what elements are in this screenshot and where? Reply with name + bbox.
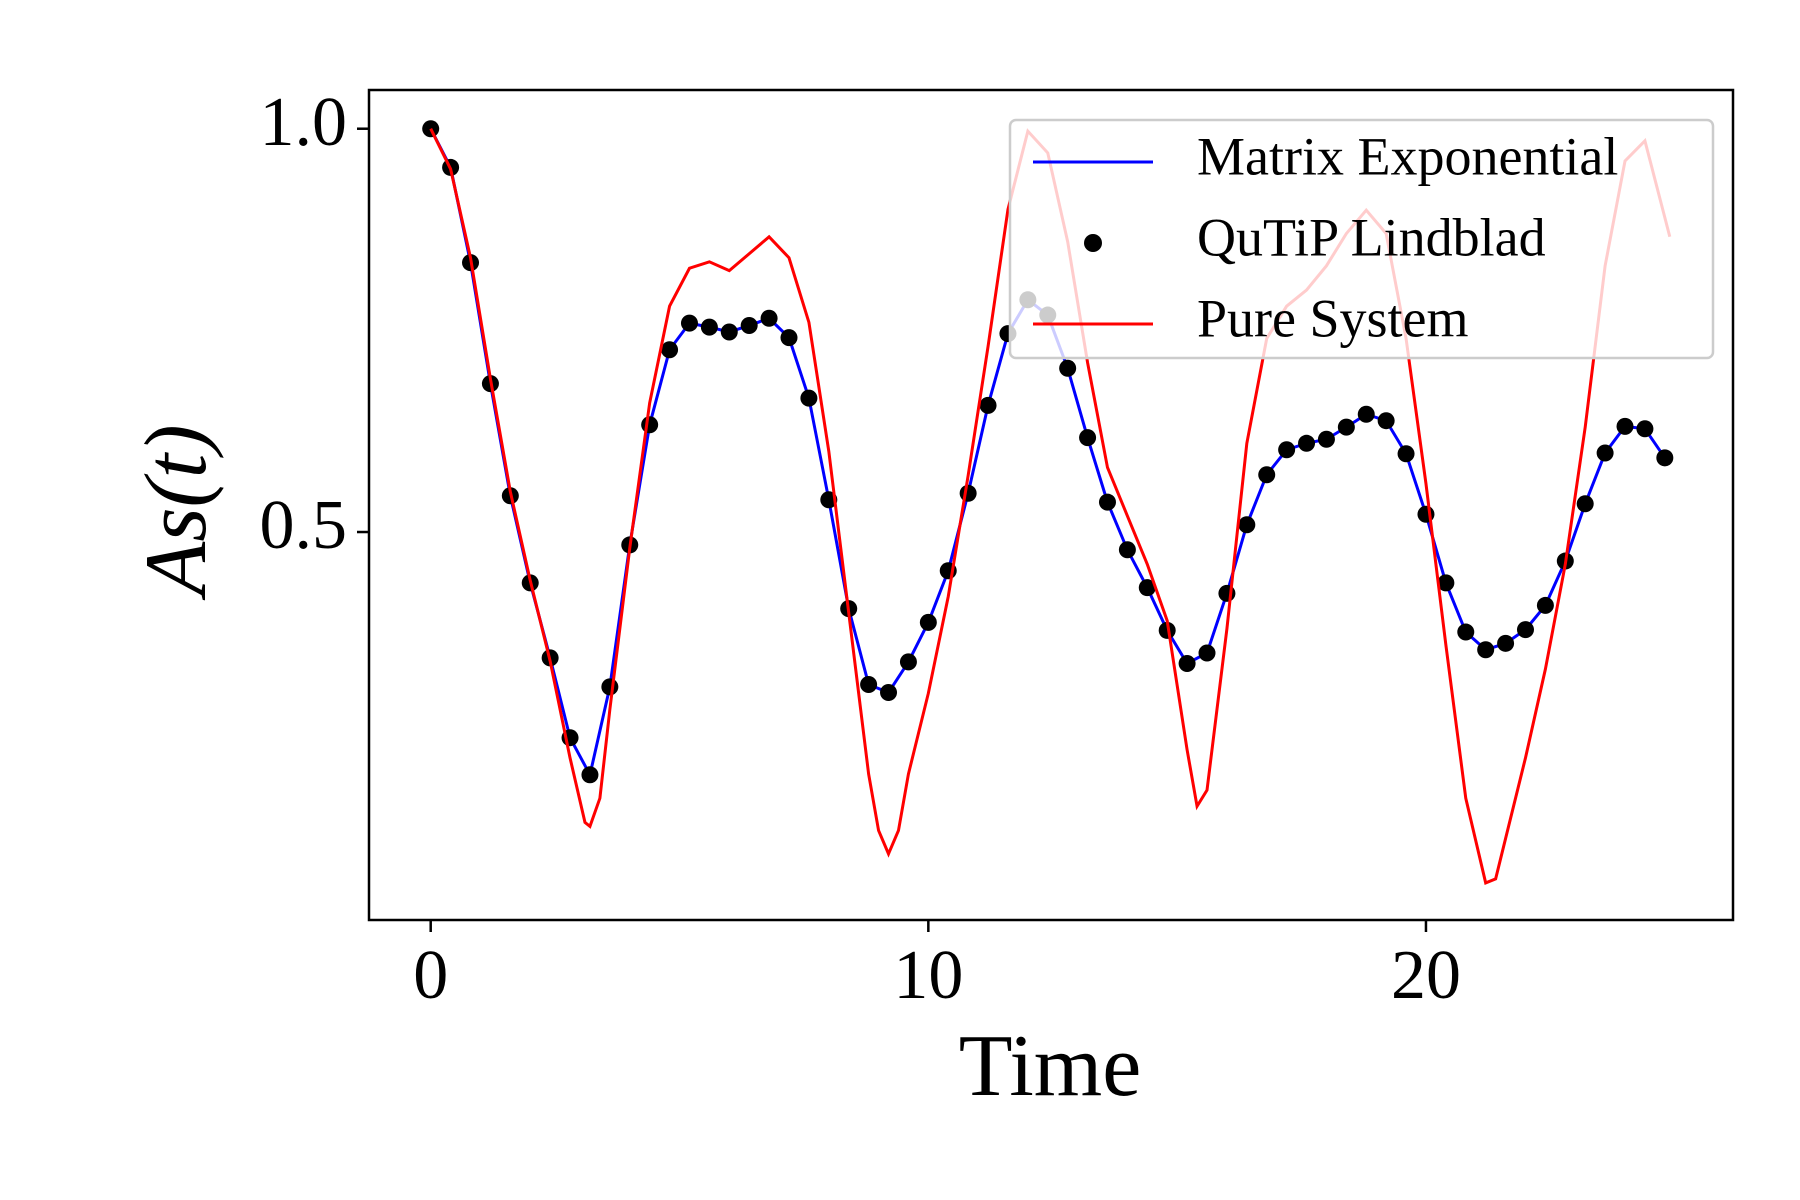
- data-point: [1477, 641, 1495, 659]
- data-point: [1278, 441, 1296, 459]
- data-point: [1516, 621, 1534, 639]
- legend-label: Matrix Exponential: [1197, 126, 1618, 186]
- data-point: [680, 314, 698, 332]
- x-axis-label: Time: [959, 1018, 1142, 1115]
- data-point: [1437, 574, 1455, 592]
- data-point: [1079, 429, 1097, 447]
- y-axis-label: As(t): [128, 424, 225, 600]
- data-point: [880, 684, 898, 702]
- data-point: [959, 484, 977, 502]
- data-point: [581, 766, 599, 784]
- axes-frame: [367, 88, 1735, 922]
- data-point: [1258, 466, 1276, 484]
- x-tick-label: 0: [413, 937, 448, 1014]
- data-point: [720, 323, 738, 341]
- data-point: [1656, 449, 1674, 467]
- data-point: [760, 309, 778, 327]
- legend-marker: [1084, 234, 1102, 252]
- x-tick-label: 10: [893, 937, 963, 1014]
- data-point: [700, 318, 718, 336]
- data-point: [1397, 445, 1415, 463]
- data-point: [1616, 417, 1634, 435]
- legend: Matrix Exponential QuTiP Lindblad Pure Sys…: [1008, 118, 1715, 360]
- data-point: [780, 329, 798, 347]
- data-point: [1497, 634, 1515, 652]
- data-point: [1357, 405, 1375, 423]
- data-point: [641, 416, 659, 434]
- data-point: [1298, 434, 1316, 452]
- data-point: [979, 396, 997, 414]
- data-point: [1118, 541, 1136, 559]
- y-tick-label: 1.0: [260, 84, 348, 161]
- data-point: [1238, 516, 1256, 534]
- x-tick-label: 20: [1391, 937, 1461, 1014]
- y-tick-label: 0.5: [260, 487, 348, 564]
- data-point: [860, 675, 878, 693]
- data-point: [1536, 596, 1554, 614]
- data-point: [919, 613, 937, 631]
- data-point: [1098, 493, 1116, 511]
- data-point: [1457, 623, 1475, 641]
- legend-label: QuTiP Lindblad: [1197, 207, 1546, 267]
- data-point: [661, 341, 679, 359]
- legend-label: Pure System: [1197, 288, 1469, 348]
- data-point: [1596, 444, 1614, 462]
- data-point: [1138, 579, 1156, 597]
- data-point: [899, 653, 917, 671]
- data-point: [422, 120, 440, 138]
- data-point: [800, 389, 818, 407]
- data-point: [601, 678, 619, 696]
- data-point: [1317, 430, 1335, 448]
- data-point: [1178, 654, 1196, 672]
- legend-box: [1008, 118, 1715, 360]
- data-point: [1059, 359, 1077, 377]
- data-point: [1337, 418, 1355, 436]
- data-point: [740, 317, 758, 335]
- data-point: [1576, 495, 1594, 513]
- data-point: [1198, 644, 1216, 662]
- data-point: [1636, 420, 1654, 438]
- data-point: [1377, 412, 1395, 430]
